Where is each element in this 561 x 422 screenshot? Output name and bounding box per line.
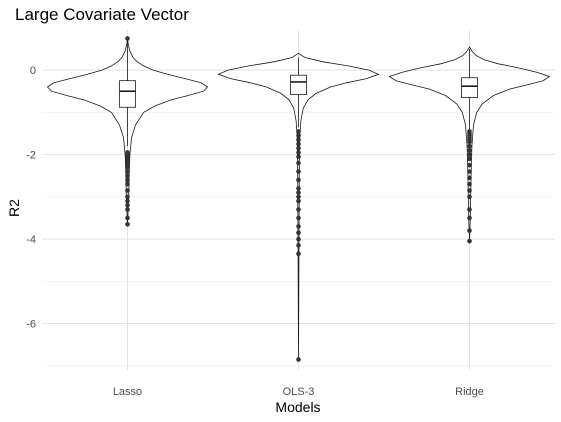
x-tick-labels: Lasso OLS-3 Ridge	[113, 386, 484, 398]
outlier-point	[296, 141, 301, 147]
outlier-points	[125, 36, 472, 362]
outlier-point	[125, 215, 130, 221]
outlier-point	[467, 162, 472, 168]
outlier-point	[467, 156, 472, 162]
outlier-point	[296, 251, 301, 257]
y-tick-labels: 0 -2 -4 -6	[26, 65, 36, 330]
outlier-point	[125, 202, 130, 208]
outlier-point	[467, 148, 472, 153]
outlier-point	[125, 198, 130, 204]
outlier-point	[125, 194, 130, 200]
outlier-point	[467, 207, 472, 212]
outlier-point	[296, 207, 301, 212]
outlier-point	[296, 186, 301, 191]
outlier-point	[125, 181, 130, 187]
outlier-point	[125, 164, 130, 170]
y-tick-label: 0	[30, 65, 36, 77]
outlier-point	[125, 173, 130, 179]
outlier-point	[125, 188, 130, 193]
y-axis-title: R2	[6, 199, 22, 217]
outlier-point	[467, 143, 472, 149]
outlier-point	[296, 177, 301, 183]
box-iqr	[290, 74, 307, 96]
y-tick-label: -6	[26, 319, 36, 331]
y-tick-label: -2	[26, 150, 36, 162]
outlier-point	[467, 194, 472, 200]
boxplots	[119, 41, 478, 147]
outlier-point	[125, 207, 130, 212]
outlier-point	[296, 160, 301, 166]
outlier-point	[125, 221, 130, 227]
outlier-point	[296, 230, 301, 236]
outlier-point	[296, 236, 301, 242]
outlier-point	[296, 224, 301, 229]
x-axis-title: Models	[275, 399, 320, 415]
outlier-point	[467, 139, 472, 145]
chart-title: Large Covariate Vector	[15, 5, 189, 24]
outlier-point	[467, 152, 472, 157]
outlier-point	[296, 154, 301, 160]
outlier-point	[296, 145, 301, 151]
box-iqr	[119, 80, 136, 108]
outlier-point	[467, 181, 472, 187]
box-iqr	[461, 77, 478, 98]
y-tick-label: -4	[26, 234, 36, 246]
outlier-point	[296, 215, 301, 221]
outlier-point	[125, 36, 130, 41]
outlier-point	[125, 169, 130, 174]
outlier-point	[296, 357, 301, 362]
outlier-point	[467, 215, 472, 221]
outlier-point	[296, 198, 301, 204]
outlier-point	[296, 137, 301, 143]
outlier-point	[467, 175, 472, 181]
x-tick-label: OLS-3	[283, 386, 315, 398]
outlier-point	[467, 188, 472, 193]
outlier-point	[296, 190, 301, 195]
outlier-point	[467, 169, 472, 174]
x-tick-label: Lasso	[113, 386, 142, 398]
outlier-point	[467, 228, 472, 233]
x-tick-label: Ridge	[455, 386, 484, 398]
outlier-point	[125, 177, 130, 183]
outlier-point	[296, 129, 301, 134]
outlier-point	[296, 150, 301, 155]
outlier-point	[296, 243, 301, 248]
outlier-point	[296, 169, 301, 174]
outlier-point	[467, 238, 472, 244]
outlier-point	[296, 133, 301, 138]
outlier-point	[296, 194, 301, 200]
